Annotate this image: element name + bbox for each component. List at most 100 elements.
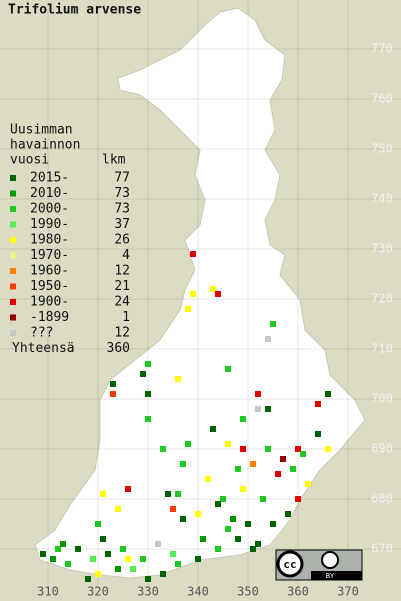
observation	[280, 456, 286, 462]
observation	[170, 551, 176, 557]
observation	[175, 561, 181, 567]
legend-swatch	[10, 237, 16, 243]
legend-swatch	[10, 221, 16, 228]
y-tick-label: 700	[371, 392, 393, 406]
observation	[250, 546, 256, 552]
observation	[170, 506, 176, 512]
observation	[65, 561, 71, 567]
title: Trifolium arvense	[8, 3, 141, 18]
observation	[255, 406, 261, 412]
observation	[240, 446, 246, 452]
observation	[315, 431, 321, 437]
observation	[145, 391, 151, 397]
observation	[255, 541, 261, 547]
observation	[225, 441, 231, 447]
legend-heading: Uusimman	[10, 123, 73, 138]
observation	[200, 536, 206, 542]
observation	[215, 291, 221, 297]
legend-swatch	[10, 252, 16, 259]
x-tick-label: 370	[337, 585, 359, 599]
observation	[55, 546, 61, 552]
observation	[265, 336, 271, 342]
legend-label: 1900-	[30, 295, 69, 310]
legend-label: 1960-	[30, 264, 69, 279]
y-tick-label: 670	[371, 542, 393, 556]
observation	[325, 446, 331, 452]
legend-swatch	[10, 268, 16, 274]
legend-count: 77	[114, 171, 130, 186]
legend-count: 21	[114, 279, 130, 294]
observation	[210, 426, 216, 432]
legend-count: 26	[114, 233, 130, 248]
observation	[140, 556, 146, 562]
license-badge: cc BY	[275, 549, 363, 581]
legend-swatch	[10, 314, 16, 321]
legend-swatch	[10, 283, 16, 290]
legend-swatch	[10, 190, 16, 197]
legend-total: 360	[107, 341, 130, 356]
legend-swatch	[10, 206, 16, 212]
observation	[180, 461, 186, 467]
cc-icon	[276, 550, 304, 578]
legend-label: 2000-	[30, 202, 69, 217]
observation	[110, 381, 116, 387]
observation	[185, 306, 191, 312]
y-tick-label: 770	[371, 42, 393, 56]
x-tick-label: 340	[187, 585, 209, 599]
observation	[115, 506, 121, 512]
legend-label: -1899	[30, 310, 69, 325]
observation	[295, 496, 301, 502]
observation	[145, 416, 151, 422]
legend-label: 2010-	[30, 186, 69, 201]
observation	[190, 251, 196, 257]
observation	[255, 391, 261, 397]
legend-label: 1970-	[30, 248, 69, 263]
observation	[220, 496, 226, 502]
observation	[110, 391, 116, 397]
y-tick-label: 690	[371, 442, 393, 456]
legend-count-heading: lkm	[102, 153, 126, 168]
observation	[175, 491, 181, 497]
observation	[90, 556, 96, 562]
legend-label: ???	[30, 326, 53, 341]
observation	[275, 471, 281, 477]
license-label: BY	[326, 572, 335, 580]
legend-count: 12	[114, 326, 130, 341]
legend-label: 2015-	[30, 171, 69, 186]
legend-count: 37	[114, 217, 130, 232]
y-tick-label: 740	[371, 192, 393, 206]
y-tick-label: 680	[371, 492, 393, 506]
observation	[225, 366, 231, 372]
legend-count: 73	[114, 202, 130, 217]
observation	[120, 546, 126, 552]
observation	[40, 551, 46, 557]
legend-count: 12	[114, 264, 130, 279]
legend-count: 24	[114, 295, 130, 310]
observation	[235, 536, 241, 542]
y-tick-label: 720	[371, 292, 393, 306]
observation	[260, 496, 266, 502]
observation	[285, 511, 291, 517]
observation	[85, 576, 91, 582]
observation	[130, 566, 136, 572]
observation	[140, 371, 146, 377]
observation	[60, 541, 66, 547]
observation	[100, 491, 106, 497]
legend-swatch	[10, 175, 16, 181]
observation	[155, 541, 161, 547]
x-tick-label: 310	[37, 585, 59, 599]
legend-label: 1950-	[30, 279, 69, 294]
observation	[190, 291, 196, 297]
legend-count: 4	[122, 248, 130, 263]
legend-swatch	[10, 330, 16, 336]
observation	[95, 521, 101, 527]
observation	[270, 521, 276, 527]
observation	[270, 321, 276, 327]
observation	[195, 511, 201, 517]
observation	[145, 361, 151, 367]
observation	[160, 446, 166, 452]
legend-count: 73	[114, 186, 130, 201]
observation	[160, 571, 166, 577]
observation	[325, 391, 331, 397]
observation	[245, 521, 251, 527]
